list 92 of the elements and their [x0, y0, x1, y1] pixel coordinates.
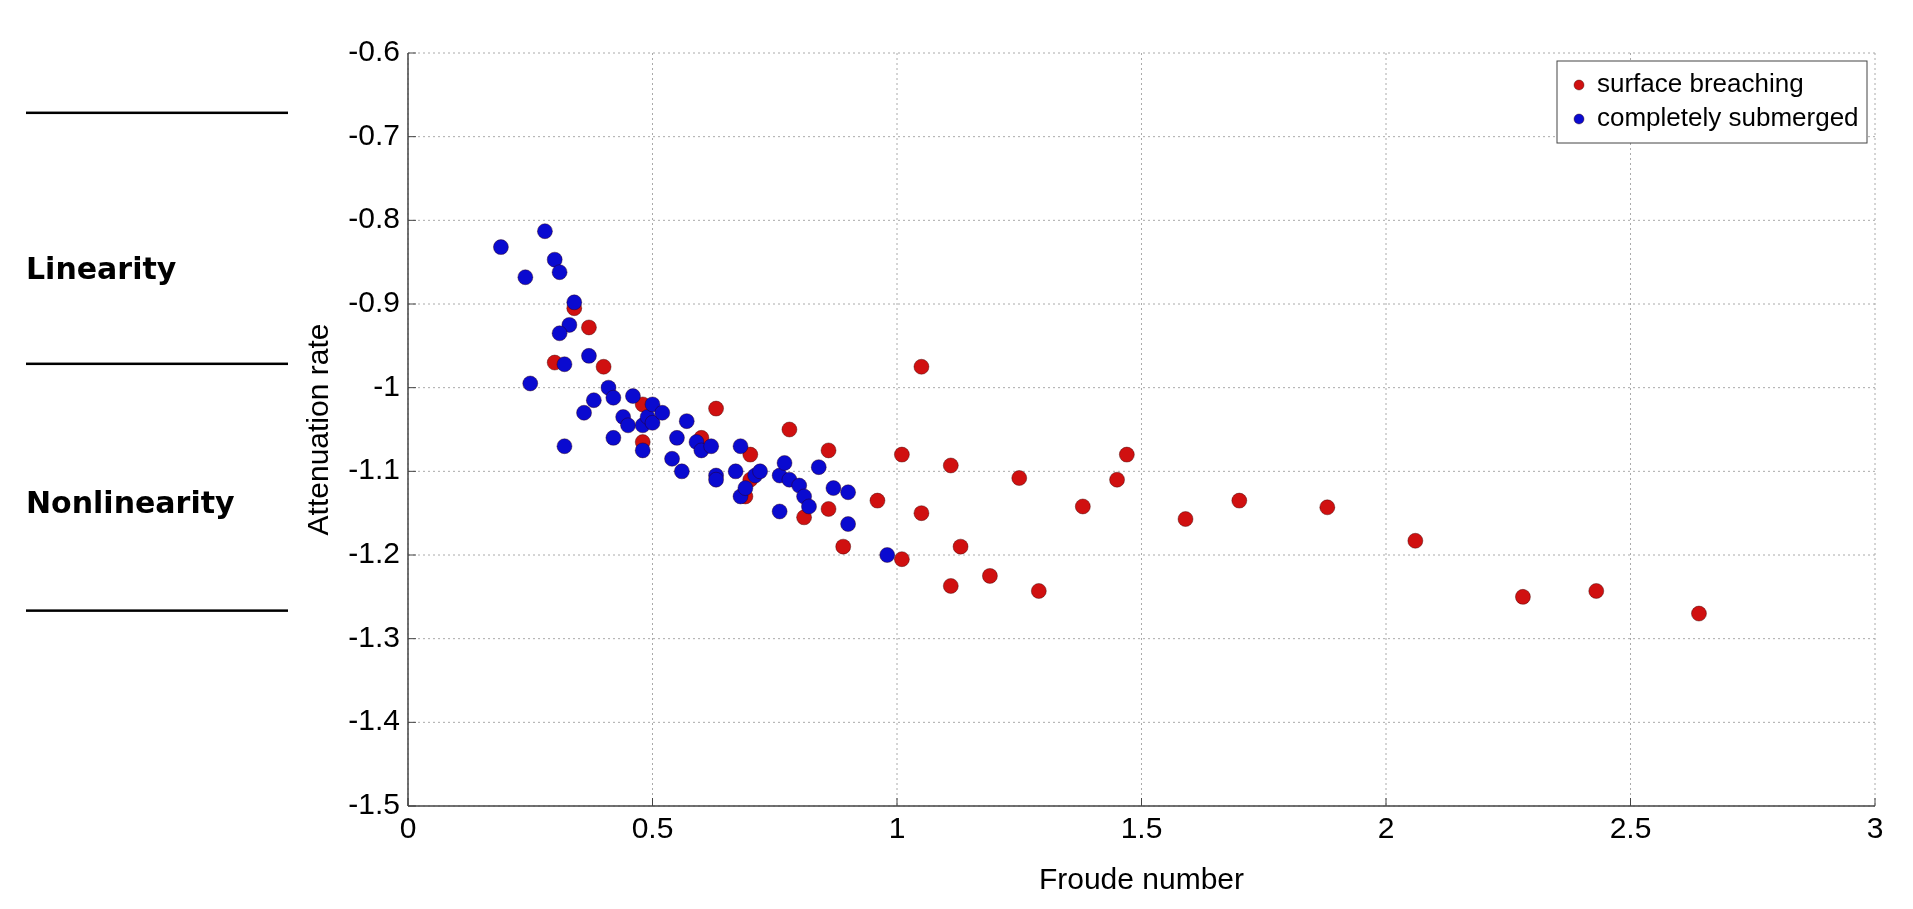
point: [952, 538, 969, 555]
x-tick-label: 2.5: [1609, 811, 1652, 844]
x-axis-title: Froude number: [1038, 862, 1245, 895]
point: [781, 421, 798, 438]
point: [732, 438, 749, 455]
point: [982, 568, 998, 584]
point: [1588, 583, 1605, 599]
point: [708, 400, 724, 417]
point: [913, 358, 930, 375]
point: [493, 239, 509, 256]
point: [585, 392, 602, 409]
legend-label: completely submerged: [1597, 101, 1859, 132]
y-tick-label: -0.9: [348, 284, 400, 318]
point: [708, 471, 724, 488]
y-axis-title: Attenuation rate: [301, 323, 334, 536]
point: [551, 264, 568, 281]
point: [820, 442, 837, 459]
point: [581, 347, 597, 364]
point: [835, 538, 852, 555]
point: [634, 442, 651, 459]
point: [1177, 511, 1194, 527]
point: [893, 446, 910, 463]
point: [810, 459, 827, 476]
point: [605, 429, 622, 446]
x-tick-label: 0: [399, 811, 417, 844]
point: [595, 358, 612, 375]
point: [893, 551, 910, 568]
y-tick-label: -0.8: [348, 201, 400, 235]
point: [913, 505, 930, 522]
point: [737, 480, 754, 496]
point: [522, 375, 539, 392]
point: [703, 438, 720, 455]
y-tick-label: -1.1: [348, 452, 400, 486]
y-tick-label: -0.6: [348, 33, 400, 67]
point: [1118, 446, 1135, 463]
point: [576, 404, 592, 421]
point: [678, 413, 695, 430]
point: [625, 388, 641, 404]
point: [1030, 583, 1047, 599]
point: [1231, 492, 1248, 509]
y-tick-label: -1.2: [348, 535, 400, 569]
point: [556, 356, 573, 373]
point: [1011, 470, 1028, 486]
x-tick-label: 1.5: [1120, 811, 1163, 844]
point: [517, 269, 534, 286]
x-tick-label: 1: [888, 811, 906, 844]
text: Nonlinearity: [26, 485, 236, 521]
point: [664, 450, 680, 467]
point: [551, 325, 568, 342]
legend-label: surface breaching: [1597, 67, 1804, 98]
point: [566, 294, 583, 311]
point: [840, 484, 856, 501]
point: [1407, 532, 1424, 549]
point: [669, 429, 685, 446]
point: [742, 446, 759, 463]
point: [556, 438, 573, 455]
point: [1691, 605, 1707, 622]
point: [1319, 499, 1336, 516]
point: [869, 492, 886, 509]
point: [654, 404, 671, 421]
point: [644, 414, 661, 431]
x-tick-label: 0.5: [631, 811, 674, 844]
point: [561, 317, 578, 333]
point: [942, 578, 959, 594]
point: [581, 319, 597, 336]
point: [752, 463, 768, 480]
point: [644, 396, 661, 413]
point: [879, 547, 896, 563]
point: [820, 501, 837, 517]
point: [546, 251, 563, 268]
point: [825, 480, 842, 496]
x-tick-label: 2: [1377, 811, 1395, 844]
point: [801, 498, 817, 515]
point: [1109, 471, 1125, 488]
point: [537, 223, 553, 240]
point: [605, 389, 622, 406]
point: [771, 503, 788, 520]
y-tick-label: -1: [373, 368, 400, 402]
point: [1515, 588, 1531, 605]
point: [776, 455, 793, 471]
point: [727, 463, 744, 480]
y-tick-label: -1.3: [348, 619, 400, 653]
y-tick-label: -0.7: [348, 117, 400, 151]
point: [620, 417, 636, 434]
y-tick-label: -1.4: [348, 703, 400, 737]
point: [840, 516, 856, 532]
point: [1074, 498, 1091, 515]
text: Linearity: [26, 251, 177, 287]
point: [942, 457, 959, 474]
point: [673, 463, 690, 480]
x-tick-label: 3: [1866, 811, 1884, 844]
y-tick-label: -1.5: [348, 786, 400, 820]
